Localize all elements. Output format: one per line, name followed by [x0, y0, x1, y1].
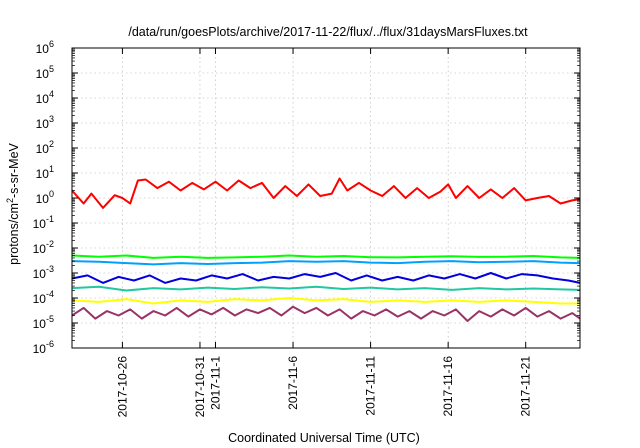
y-tick-label: 103: [36, 114, 54, 131]
x-axis-label: Coordinated Universal Time (UTC): [228, 431, 420, 445]
x-tick-label: 2017-10-26: [115, 356, 129, 418]
y-tick-label: 100: [36, 189, 54, 206]
y-tick-label: 105: [36, 64, 54, 81]
series-lines: [71, 177, 581, 322]
series-line-1: [71, 177, 581, 209]
y-tick-label: 10-6: [33, 339, 54, 356]
y-tick-label: 10-2: [33, 239, 54, 256]
series-line-5: [71, 285, 581, 292]
y-axis-label-sup: 2: [5, 198, 15, 203]
y-tick-label: 10-5: [33, 314, 54, 331]
series-line-6: [71, 297, 580, 305]
y-tick-label: 104: [36, 89, 54, 106]
series-line-3: [71, 260, 581, 266]
series-line-4: [71, 272, 581, 284]
y-tick-label: 101: [36, 164, 54, 181]
series-line-7: [71, 305, 581, 322]
x-tick-label: 2017-11-6: [286, 356, 300, 410]
x-tick-label: 2017-10-31: [193, 356, 207, 418]
y-axis-label-main: protons/cm: [7, 203, 21, 265]
x-axis-ticks: 2017-10-26 2017-10-31 2017-11-1 2017-11-6 20…: [115, 48, 533, 418]
x-tick-label: 2017-11-1: [208, 356, 222, 410]
y-tick-label: 102: [36, 139, 54, 156]
y-axis-label-rest: -s-sr-MeV: [7, 142, 21, 198]
series-line-2: [71, 254, 581, 259]
y-axis-ticks: 10-6 10-5 10-4 10-3 10-2 10-1 100 101 102 103 104 1…: [33, 39, 580, 356]
chart-title: /data/run/goesPlots/archive/2017-11-22/f…: [128, 25, 528, 39]
y-tick-label: 10-3: [33, 264, 54, 281]
y-tick-label: 106: [36, 39, 54, 56]
x-tick-label: 2017-11-16: [441, 356, 455, 417]
y-tick-label: 10-1: [33, 214, 54, 231]
x-tick-label: 2017-11-21: [519, 356, 533, 417]
y-tick-label: 10-4: [33, 289, 54, 306]
y-axis-label: protons/cm2-s-sr-MeV: [5, 142, 21, 264]
grid-lines: [72, 48, 580, 348]
x-tick-label: 2017-11-11: [364, 356, 378, 416]
